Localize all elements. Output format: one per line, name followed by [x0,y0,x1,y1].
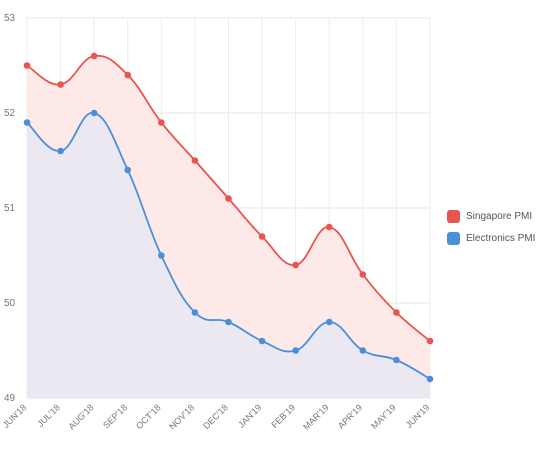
y-tick-label: 50 [4,298,16,309]
data-point-s1-6[interactable] [225,318,232,326]
data-point-s0-9[interactable] [325,223,333,231]
data-point-s1-11[interactable] [393,356,400,364]
data-point-s1-10[interactable] [359,347,367,354]
y-tick-label: 52 [4,108,16,119]
series-area-1 [27,112,430,399]
legend: Singapore PMI Electronics PMI [447,206,535,250]
data-point-s0-12[interactable] [426,337,434,345]
data-point-s0-11[interactable] [393,309,400,316]
x-tick-label: AUG'18 [66,402,95,431]
x-tick-label: JUN'18 [1,402,29,430]
x-tick-label: JUN'19 [404,402,432,430]
data-point-s0-6[interactable] [225,195,232,202]
data-points [23,52,434,383]
x-tick-label: NOV'18 [167,402,196,431]
data-point-s1-7[interactable] [258,337,266,345]
data-point-s0-3[interactable] [124,71,132,79]
x-tick-label: DEC'18 [201,402,230,431]
data-point-s0-2[interactable] [90,52,98,60]
y-tick-label: 53 [4,13,16,24]
data-point-s0-10[interactable] [359,271,367,278]
data-point-s1-3[interactable] [124,166,132,174]
x-tick-label: JUL'18 [35,402,62,429]
data-point-s1-12[interactable] [426,375,434,383]
data-point-s1-2[interactable] [90,109,98,117]
data-point-s0-0[interactable] [23,62,31,69]
legend-item-electronics-pmi[interactable]: Electronics PMI [447,228,535,248]
y-tick-label: 49 [4,393,16,404]
data-point-s0-8[interactable] [292,261,299,269]
data-point-s0-1[interactable] [57,81,64,88]
data-point-s1-9[interactable] [325,318,333,326]
data-point-s1-1[interactable] [57,147,64,155]
legend-item-singapore-pmi[interactable]: Singapore PMI [447,206,535,226]
legend-label-singapore-pmi: Singapore PMI [466,210,533,222]
x-tick-label: SEP'18 [101,402,129,430]
data-point-s0-5[interactable] [191,157,199,164]
legend-swatch-singapore-pmi [447,209,460,223]
series-areas [27,55,430,399]
data-point-s1-4[interactable] [158,252,165,259]
legend-swatch-electronics-pmi [447,231,460,245]
data-point-s1-8[interactable] [292,347,299,354]
data-point-s0-7[interactable] [258,233,266,240]
x-tick-label: FEB'19 [269,402,297,430]
x-tick-label: OCT'18 [134,402,163,431]
y-axis-ticks: 53 52 51 50 49 [4,13,16,404]
data-point-s1-0[interactable] [23,119,31,126]
y-tick-label: 51 [4,203,16,214]
x-tick-label: JAN'19 [236,402,263,429]
legend-label-electronics-pmi: Electronics PMI [466,232,536,244]
x-tick-label: APR'19 [336,402,364,430]
x-tick-label: MAY'19 [369,402,398,431]
data-point-s1-5[interactable] [191,309,199,316]
x-tick-label: MAR'19 [301,402,331,432]
data-point-s0-4[interactable] [158,119,165,126]
x-axis-ticks: JUN'18 JUL'18 AUG'18 SEP'18 OCT'18 NOV'18 DEC'… [1,402,432,432]
